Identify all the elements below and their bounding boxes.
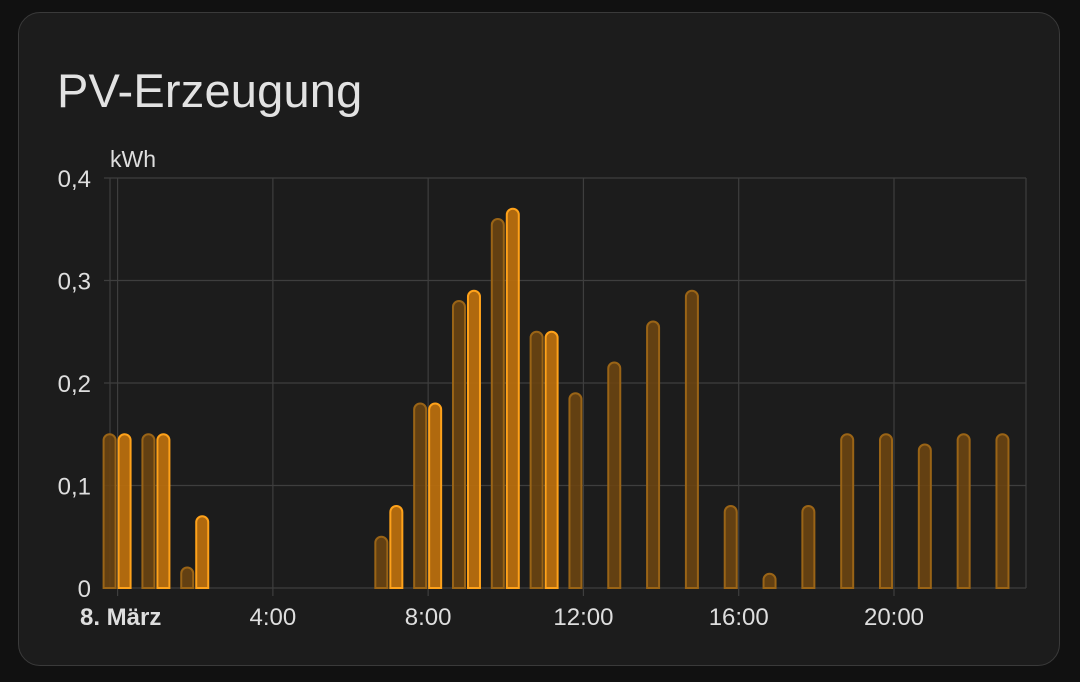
bar-strong — [156, 433, 171, 589]
bar-light — [762, 572, 777, 589]
bar-strong — [428, 402, 443, 589]
bar-light — [180, 566, 195, 589]
y-tick-label: 0,1 — [58, 474, 91, 501]
bar-strong — [505, 207, 520, 589]
y-tick-label: 0 — [78, 576, 91, 603]
bar-light — [568, 392, 583, 589]
bar-light — [840, 433, 855, 589]
bar-light — [451, 300, 466, 589]
bar-light — [684, 289, 699, 589]
bar-light — [413, 402, 428, 589]
card-title: PV-Erzeugung — [57, 64, 363, 117]
bar-light — [646, 320, 661, 589]
y-tick-label: 0,2 — [58, 371, 91, 398]
axis-labels: kWh 0 0,1 0,2 0,3 0,4 8. März 4:00 8:00 12:00 16:… — [58, 146, 924, 631]
bar-light — [102, 433, 117, 589]
bar-strong — [544, 330, 559, 589]
bar-light — [995, 433, 1010, 589]
bar-strong — [389, 505, 404, 589]
bars — [102, 207, 1010, 589]
bar-strong — [117, 433, 132, 589]
x-tick-label: 4:00 — [250, 604, 297, 631]
x-tick-label: 16:00 — [709, 604, 769, 631]
bar-light — [917, 443, 932, 589]
bar-strong — [466, 289, 481, 589]
bar-light — [607, 361, 622, 589]
bar-light — [956, 433, 971, 589]
bar-light — [374, 535, 389, 589]
bar-light — [529, 330, 544, 589]
y-tick-label: 0,3 — [58, 269, 91, 296]
bar-light — [723, 505, 738, 589]
y-axis-unit-label: kWh — [110, 146, 156, 172]
bar-light — [490, 218, 505, 589]
x-tick-label: 12:00 — [553, 604, 613, 631]
y-tick-label: 0,4 — [58, 166, 91, 193]
bar-light — [801, 505, 816, 589]
bar-strong — [195, 515, 210, 589]
bar-light — [879, 433, 894, 589]
x-tick-label: 20:00 — [864, 604, 924, 631]
x-tick-label: 8:00 — [405, 604, 452, 631]
grid-lines — [104, 177, 1027, 596]
bar-light — [141, 433, 156, 589]
x-tick-label: 8. März — [80, 604, 161, 631]
